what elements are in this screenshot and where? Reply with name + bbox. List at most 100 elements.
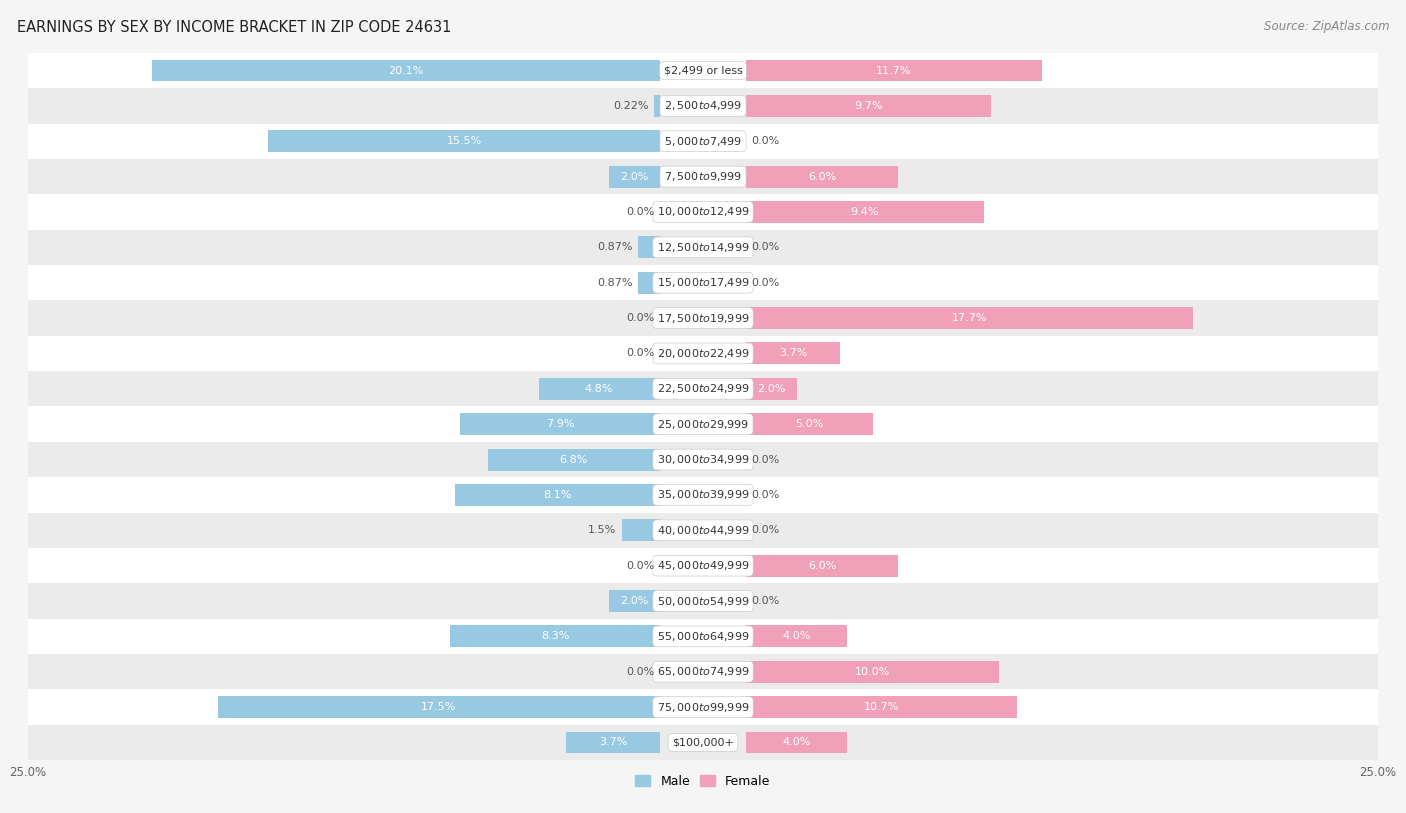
- Bar: [28, 159, 1378, 194]
- Bar: [747, 661, 998, 683]
- Text: 0.0%: 0.0%: [752, 454, 780, 464]
- Text: 10.0%: 10.0%: [855, 667, 890, 676]
- Text: $45,000 to $49,999: $45,000 to $49,999: [657, 559, 749, 572]
- Text: 0.0%: 0.0%: [752, 525, 780, 535]
- Text: 0.0%: 0.0%: [626, 207, 654, 217]
- Text: 20.1%: 20.1%: [388, 66, 423, 76]
- Text: 0.0%: 0.0%: [752, 490, 780, 500]
- Bar: [28, 53, 1378, 88]
- Bar: [747, 95, 991, 117]
- Bar: [28, 689, 1378, 725]
- Text: 2.0%: 2.0%: [758, 384, 786, 393]
- Text: 0.22%: 0.22%: [613, 101, 648, 111]
- Text: 0.0%: 0.0%: [626, 667, 654, 676]
- Bar: [747, 201, 984, 223]
- Bar: [28, 725, 1378, 760]
- Text: 0.0%: 0.0%: [752, 278, 780, 288]
- Text: 3.7%: 3.7%: [779, 349, 807, 359]
- Text: 9.4%: 9.4%: [851, 207, 879, 217]
- Text: $40,000 to $44,999: $40,000 to $44,999: [657, 524, 749, 537]
- Text: 0.0%: 0.0%: [626, 313, 654, 323]
- Text: $7,500 to $9,999: $7,500 to $9,999: [664, 170, 742, 183]
- Bar: [28, 336, 1378, 371]
- Text: $50,000 to $54,999: $50,000 to $54,999: [657, 594, 749, 607]
- Bar: [609, 166, 659, 188]
- Text: 1.5%: 1.5%: [588, 525, 616, 535]
- Text: $30,000 to $34,999: $30,000 to $34,999: [657, 453, 749, 466]
- Text: 0.0%: 0.0%: [752, 596, 780, 606]
- Text: $25,000 to $29,999: $25,000 to $29,999: [657, 418, 749, 431]
- Bar: [28, 194, 1378, 229]
- Bar: [638, 237, 659, 259]
- Bar: [567, 732, 659, 754]
- Bar: [456, 484, 659, 506]
- Text: $12,500 to $14,999: $12,500 to $14,999: [657, 241, 749, 254]
- Bar: [28, 654, 1378, 689]
- Text: $75,000 to $99,999: $75,000 to $99,999: [657, 701, 749, 714]
- Text: 8.1%: 8.1%: [543, 490, 572, 500]
- Bar: [28, 619, 1378, 654]
- Text: $15,000 to $17,499: $15,000 to $17,499: [657, 276, 749, 289]
- Text: $55,000 to $64,999: $55,000 to $64,999: [657, 630, 749, 643]
- Bar: [747, 59, 1042, 81]
- Bar: [28, 441, 1378, 477]
- Bar: [609, 590, 659, 612]
- Bar: [747, 625, 848, 647]
- Bar: [460, 413, 659, 435]
- Text: $22,500 to $24,999: $22,500 to $24,999: [657, 382, 749, 395]
- Bar: [654, 95, 659, 117]
- Text: 3.7%: 3.7%: [599, 737, 627, 747]
- Text: EARNINGS BY SEX BY INCOME BRACKET IN ZIP CODE 24631: EARNINGS BY SEX BY INCOME BRACKET IN ZIP…: [17, 20, 451, 35]
- Text: $2,500 to $4,999: $2,500 to $4,999: [664, 99, 742, 112]
- Bar: [747, 732, 848, 754]
- Bar: [28, 477, 1378, 512]
- Bar: [28, 371, 1378, 406]
- Text: 0.87%: 0.87%: [598, 278, 633, 288]
- Text: 2.0%: 2.0%: [620, 172, 648, 181]
- Text: 6.8%: 6.8%: [560, 454, 588, 464]
- Bar: [747, 696, 1017, 718]
- Bar: [747, 342, 839, 364]
- Text: $20,000 to $22,499: $20,000 to $22,499: [657, 347, 749, 360]
- Text: 0.0%: 0.0%: [626, 349, 654, 359]
- Text: 4.8%: 4.8%: [585, 384, 613, 393]
- Bar: [747, 378, 797, 400]
- Text: 6.0%: 6.0%: [808, 172, 837, 181]
- Text: $17,500 to $19,999: $17,500 to $19,999: [657, 311, 749, 324]
- Bar: [28, 124, 1378, 159]
- Text: 6.0%: 6.0%: [808, 561, 837, 571]
- Text: 17.5%: 17.5%: [420, 702, 457, 712]
- Text: 0.87%: 0.87%: [598, 242, 633, 252]
- Text: 10.7%: 10.7%: [863, 702, 898, 712]
- Text: 0.0%: 0.0%: [626, 561, 654, 571]
- Text: 0.0%: 0.0%: [752, 242, 780, 252]
- Text: 5.0%: 5.0%: [796, 420, 824, 429]
- Bar: [28, 265, 1378, 300]
- Text: $65,000 to $74,999: $65,000 to $74,999: [657, 665, 749, 678]
- Bar: [488, 449, 659, 471]
- Bar: [747, 166, 898, 188]
- Text: 17.7%: 17.7%: [952, 313, 987, 323]
- Text: 15.5%: 15.5%: [446, 137, 482, 146]
- Text: $2,499 or less: $2,499 or less: [664, 66, 742, 76]
- Bar: [28, 512, 1378, 548]
- Bar: [747, 307, 1194, 329]
- Text: 4.0%: 4.0%: [783, 632, 811, 641]
- Bar: [621, 520, 659, 541]
- Bar: [28, 548, 1378, 584]
- Text: $10,000 to $12,499: $10,000 to $12,499: [657, 206, 749, 219]
- Bar: [28, 300, 1378, 336]
- Bar: [28, 88, 1378, 124]
- Text: 7.9%: 7.9%: [546, 420, 574, 429]
- Bar: [747, 413, 873, 435]
- Text: 0.0%: 0.0%: [752, 137, 780, 146]
- Bar: [269, 130, 659, 152]
- Text: $5,000 to $7,499: $5,000 to $7,499: [664, 135, 742, 148]
- Text: $100,000+: $100,000+: [672, 737, 734, 747]
- Text: Source: ZipAtlas.com: Source: ZipAtlas.com: [1264, 20, 1389, 33]
- Bar: [28, 229, 1378, 265]
- Bar: [218, 696, 659, 718]
- Legend: Male, Female: Male, Female: [630, 770, 776, 793]
- Text: 8.3%: 8.3%: [541, 632, 569, 641]
- Bar: [747, 554, 898, 576]
